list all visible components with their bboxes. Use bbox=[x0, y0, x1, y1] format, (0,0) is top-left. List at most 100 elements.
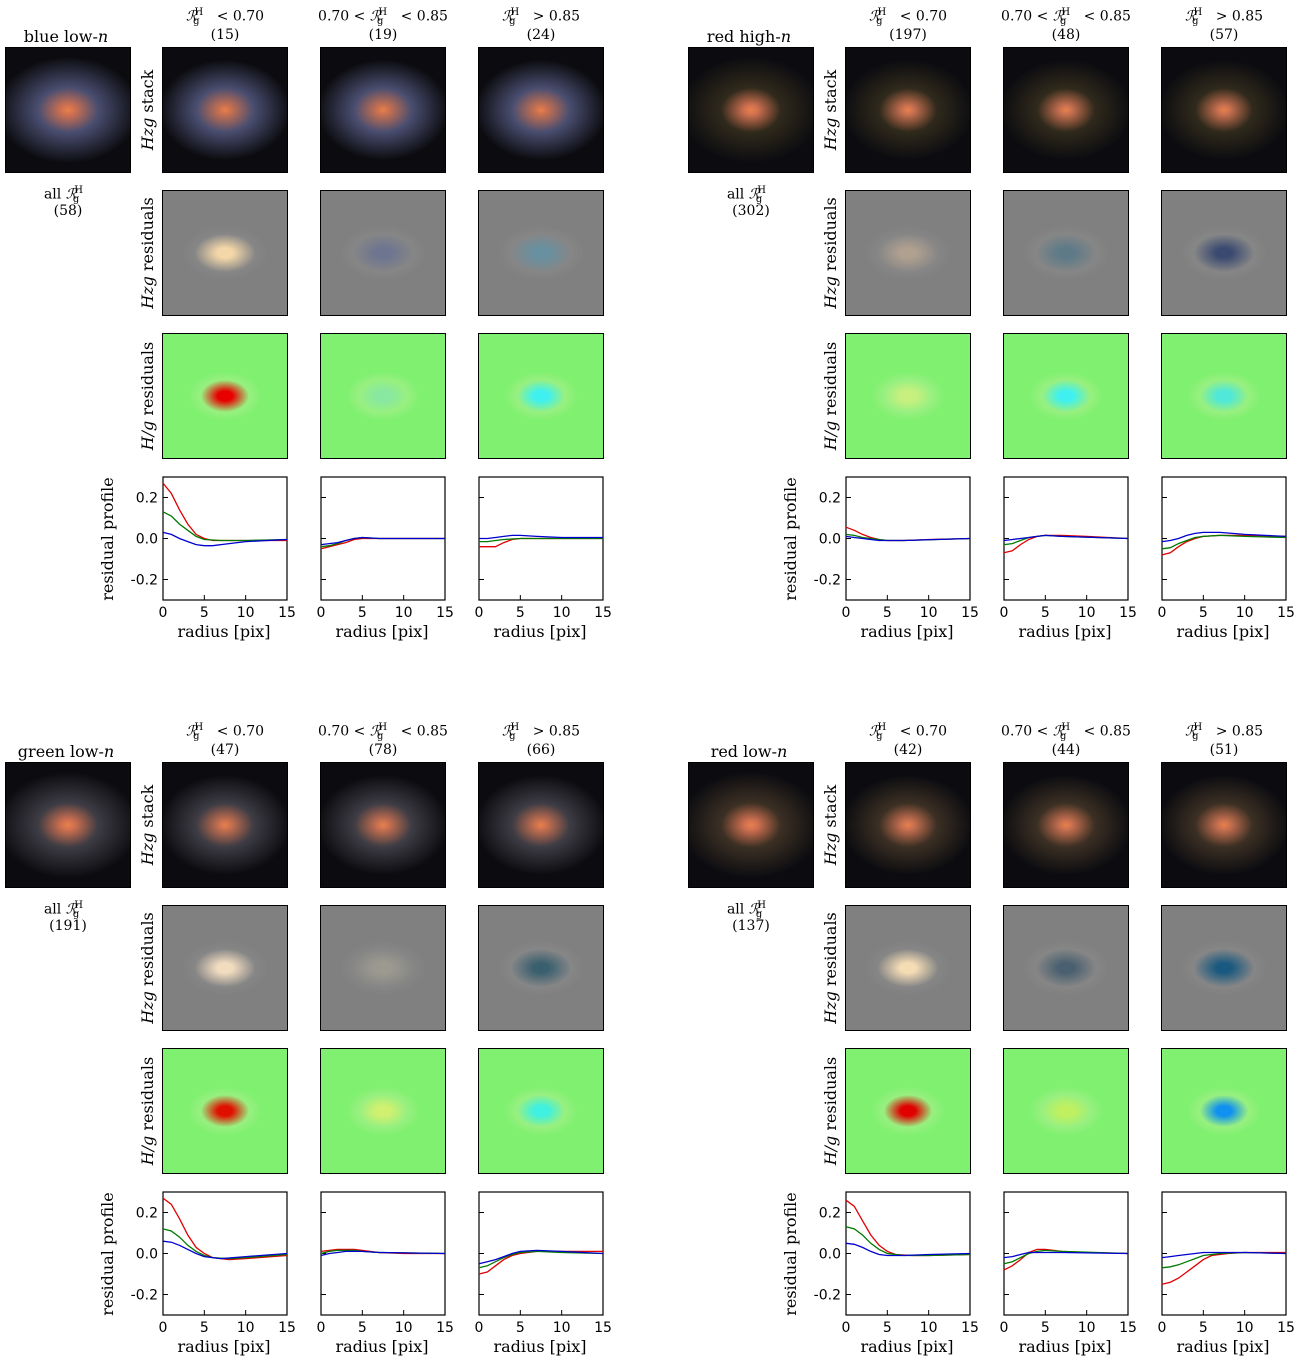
profile-line-blue bbox=[1003, 1251, 1129, 1259]
x-tick-label: 0 bbox=[317, 605, 326, 621]
x-axis-label: radius [pix] bbox=[1176, 1337, 1269, 1356]
profile-line-blue bbox=[1161, 1251, 1287, 1259]
x-tick-label: 0 bbox=[159, 605, 168, 621]
x-tick-label: 5 bbox=[516, 1320, 525, 1336]
x-tick-label: 5 bbox=[1041, 1320, 1050, 1336]
profile-line-blue bbox=[478, 1249, 604, 1265]
y-tick-label: 0.2 bbox=[819, 1206, 841, 1222]
row-label-ratio-residuals: H/g residuals bbox=[138, 1056, 157, 1166]
x-tick-label: 0 bbox=[1158, 605, 1167, 621]
x-axis-label: radius [pix] bbox=[493, 1337, 586, 1356]
x-tick-label: 15 bbox=[436, 1320, 454, 1336]
bin-count: (51) bbox=[1209, 742, 1239, 758]
x-tick-label: 15 bbox=[1277, 1320, 1295, 1336]
x-tick-label: 0 bbox=[1158, 1320, 1167, 1336]
hzg-residual-image bbox=[478, 905, 604, 1031]
x-tick-label: 0 bbox=[475, 605, 484, 621]
x-tick-label: 15 bbox=[961, 1320, 979, 1336]
all-bins-stack-image bbox=[688, 762, 814, 888]
row-label-rgb-residuals: Hzg residuals bbox=[821, 197, 840, 309]
y-tick-label: 0.0 bbox=[136, 532, 158, 548]
x-axis-label: radius [pix] bbox=[177, 622, 270, 641]
x-tick-label: 10 bbox=[395, 1320, 413, 1336]
bin-count: (197) bbox=[889, 27, 927, 43]
all-bins-count: (137) bbox=[732, 918, 770, 934]
group-panel-red-low-n: red low-n all ℛgH (137) Hzg stack Hzg residu… bbox=[683, 715, 1310, 1361]
y-tick-label: -0.2 bbox=[814, 1288, 841, 1304]
row-label-ratio-residuals: H/g residuals bbox=[138, 341, 157, 451]
bin-title: ℛgH < 0.70 bbox=[868, 722, 948, 743]
residual-profile-plot: 0 5 10 15 radius [pix] bbox=[1158, 1191, 1295, 1356]
bin-count: (24) bbox=[526, 27, 556, 43]
x-tick-label: 10 bbox=[553, 1320, 571, 1336]
hzg-stack-image bbox=[1161, 762, 1287, 888]
residual-profile-plot: 0 5 10 15 0.2 0.0 -0.2 radius [pix] bbox=[131, 1191, 296, 1356]
profile-line-green bbox=[1161, 534, 1287, 550]
residual-profile-plot: 0 5 10 15 radius [pix] bbox=[1000, 476, 1137, 641]
profile-line-green bbox=[478, 1250, 604, 1269]
bin-title: ℛgH > 0.85 bbox=[1184, 722, 1264, 743]
x-tick-label: 10 bbox=[1236, 605, 1254, 621]
x-tick-label: 10 bbox=[1236, 1320, 1254, 1336]
profile-line-green bbox=[162, 1228, 288, 1260]
hzg-residual-image bbox=[845, 905, 971, 1031]
hzg-residual-image bbox=[1003, 905, 1129, 1031]
x-tick-label: 5 bbox=[516, 605, 525, 621]
x-axis-label: radius [pix] bbox=[860, 622, 953, 641]
profile-line-red bbox=[845, 1199, 971, 1257]
hzg-stack-image bbox=[478, 762, 604, 888]
hg-residual-image bbox=[162, 333, 288, 459]
bin-count: (19) bbox=[368, 27, 398, 43]
x-tick-label: 10 bbox=[920, 605, 938, 621]
residual-profile-plot: 0 5 10 15 radius [pix] bbox=[317, 1191, 454, 1356]
y-tick-label: 0.0 bbox=[819, 1247, 841, 1263]
profile-line-blue bbox=[162, 531, 288, 547]
x-tick-label: 10 bbox=[395, 605, 413, 621]
x-tick-label: 10 bbox=[237, 605, 255, 621]
row-label-stack: Hzg stack bbox=[138, 69, 157, 151]
x-axis-label: radius [pix] bbox=[335, 622, 428, 641]
profile-line-green bbox=[479, 537, 603, 543]
hzg-stack-image bbox=[320, 47, 446, 173]
row-label-ratio-residuals: H/g residuals bbox=[821, 341, 840, 451]
residual-profile-plot: 0 5 10 15 radius [pix] bbox=[475, 476, 612, 641]
row-label-rgb-residuals: Hzg residuals bbox=[821, 912, 840, 1024]
x-tick-label: 0 bbox=[317, 1320, 326, 1336]
x-tick-label: 10 bbox=[1078, 605, 1096, 621]
hzg-residual-image bbox=[1161, 190, 1287, 316]
hzg-stack-image bbox=[478, 47, 604, 173]
hzg-stack-image bbox=[162, 762, 288, 888]
x-axis-label: radius [pix] bbox=[1176, 622, 1269, 641]
x-axis-label: radius [pix] bbox=[493, 622, 586, 641]
x-tick-label: 0 bbox=[159, 1320, 168, 1336]
row-label-rgb-residuals: Hzg residuals bbox=[138, 197, 157, 309]
row-label-profile: residual profile bbox=[98, 1191, 117, 1316]
profile-line-red bbox=[162, 482, 287, 542]
all-bins-stack-image bbox=[5, 47, 131, 173]
x-tick-label: 5 bbox=[1199, 605, 1208, 621]
x-axis-label: radius [pix] bbox=[860, 1337, 953, 1356]
row-label-stack: Hzg stack bbox=[821, 784, 840, 866]
row-label-profile: residual profile bbox=[98, 476, 117, 601]
bin-title: ℛgH > 0.85 bbox=[501, 722, 581, 743]
group-label: blue low-n bbox=[23, 27, 109, 46]
bin-title: 0.70 < ℛgH < 0.85 bbox=[318, 7, 448, 28]
hg-residual-image bbox=[320, 333, 446, 459]
bin-count: (66) bbox=[526, 742, 556, 758]
group-panel-red-high-n: red high-n all ℛgH (302) Hzg stack Hzg resid… bbox=[683, 0, 1310, 680]
residual-profile-plot: 0 5 10 15 0.2 0.0 -0.2 radius [pix] bbox=[814, 476, 979, 641]
x-tick-label: 0 bbox=[1000, 605, 1009, 621]
row-label-stack: Hzg stack bbox=[821, 69, 840, 151]
all-bins-stack-image bbox=[5, 762, 131, 888]
hg-residual-image bbox=[1003, 1048, 1129, 1174]
hzg-residual-image bbox=[162, 190, 288, 316]
y-tick-label: 0.0 bbox=[136, 1247, 158, 1263]
bin-count: (15) bbox=[210, 27, 240, 43]
bin-title: ℛgH < 0.70 bbox=[185, 722, 265, 743]
bin-title: ℛgH > 0.85 bbox=[1184, 7, 1264, 28]
x-axis-label: radius [pix] bbox=[177, 1337, 270, 1356]
x-tick-label: 15 bbox=[1277, 605, 1295, 621]
x-tick-label: 15 bbox=[436, 605, 454, 621]
x-tick-label: 0 bbox=[475, 1320, 484, 1336]
y-tick-label: -0.2 bbox=[131, 573, 158, 589]
